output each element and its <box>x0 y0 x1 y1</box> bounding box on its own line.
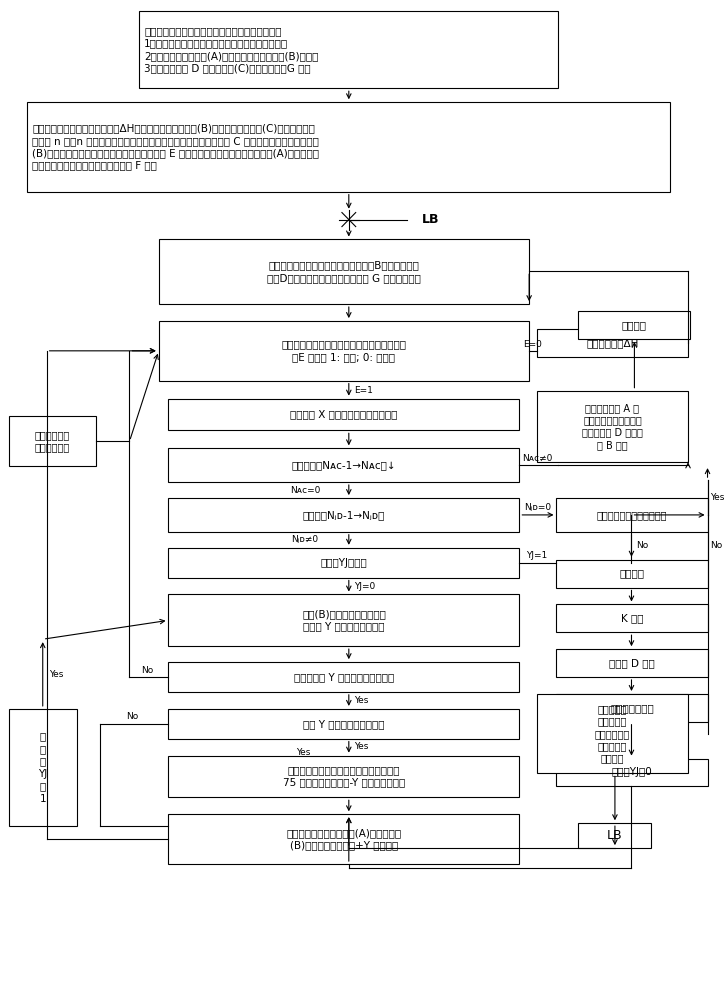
Bar <box>168 814 519 864</box>
Bar <box>578 311 690 339</box>
Text: 放置开槽边条，调整砂轮片位置ΔH，闭合开槽机构内压板(B)，启动旋转砂轮片(C)，使角磨机往
复运动 n 次（n 由设置确定）。测试开槽效果。满意后，按动控制键: 放置开槽边条，调整砂轮片位置ΔH，闭合开槽机构内压板(B)，启动旋转砂轮片(C)… <box>32 123 319 171</box>
Text: Yes: Yes <box>354 742 368 751</box>
Text: 角磨机沿 X 向往复位移进行一次开槽: 角磨机沿 X 向往复位移进行一次开槽 <box>290 409 397 419</box>
Text: Nⱼᴅ≠0: Nⱼᴅ≠0 <box>291 535 319 544</box>
Text: No: No <box>126 712 138 721</box>
Bar <box>556 759 708 786</box>
Bar <box>159 239 529 304</box>
Text: Yes: Yes <box>354 696 368 705</box>
Text: Nⱼᴅ=0: Nⱼᴅ=0 <box>524 503 552 512</box>
Bar <box>556 694 708 722</box>
Text: 最大 Y 行程位置是否是节点: 最大 Y 行程位置是否是节点 <box>303 719 384 729</box>
Bar <box>556 498 708 532</box>
Bar <box>9 709 77 826</box>
Text: 拖料小车已达
到节点位置。: 拖料小车已达 到节点位置。 <box>35 430 70 453</box>
Bar <box>537 329 688 357</box>
Text: E=0: E=0 <box>523 340 542 349</box>
Bar <box>168 662 519 692</box>
Text: Yes: Yes <box>711 493 725 502</box>
Text: Nᴀᴄ≠0: Nᴀᴄ≠0 <box>522 454 552 463</box>
Bar <box>168 498 519 532</box>
Bar <box>9 416 96 466</box>
Text: No: No <box>636 541 649 550</box>
Text: 拖料小车复位后，夹料板(A)闭合，压板
(B)打开，拖料小车沿+Y 方向移动: 拖料小车复位后，夹料板(A)闭合，压板 (B)打开，拖料小车沿+Y 方向移动 <box>286 828 402 850</box>
Text: K 常开: K 常开 <box>621 613 644 623</box>
Text: 开槽次数（Nᴀᴄ-1→Nᴀᴄ）↓: 开槽次数（Nᴀᴄ-1→Nᴀᴄ）↓ <box>292 460 396 470</box>
Text: 拖料小车夹板释放，开槽机构内边条压板
75 闭合，拖料小车沿-Y 方向返回复位点: 拖料小车夹板释放，开槽机构内边条压板 75 闭合，拖料小车沿-Y 方向返回复位点 <box>282 765 405 788</box>
Bar <box>168 399 519 430</box>
Text: 拖料小车沿 Y 向是否移动到最大行: 拖料小车沿 Y 向是否移动到最大行 <box>294 672 394 682</box>
Bar <box>168 548 519 578</box>
Text: 砂轮片停止运转: 砂轮片停止运转 <box>610 703 654 713</box>
Text: 工作灯 D 闪烁: 工作灯 D 闪烁 <box>609 658 655 668</box>
Text: No: No <box>711 541 723 550</box>
Bar <box>556 649 708 677</box>
Text: 执行标记: 执行标记 <box>620 569 644 579</box>
Text: Nᴀᴄ=0: Nᴀᴄ=0 <box>290 486 320 495</box>
Text: 开槽折弯设备开启，计算机进入软件界面初始化：
1、导入开槽文件，生成开槽节点，设置开槽参数。
2、托料小车的夹料板(A)打开，开槽机构内压板(B)打开。
3、开: 开槽折弯设备开启，计算机进入软件界面初始化： 1、导入开槽文件，生成开槽节点，设… <box>144 26 318 73</box>
Text: 拖料小车夹板 A 打
开，砂轮片转动停止，
开槽工作灯 D 灭，压
板 B 打开: 拖料小车夹板 A 打 开，砂轮片转动停止， 开槽工作灯 D 灭，压 板 B 打开 <box>582 403 643 450</box>
Text: 砂轮片是否在开槽深度（砂轮片损耗）位置？
（E 的状态 1: 正常; 0: 调整）: 砂轮片是否在开槽深度（砂轮片损耗）位置？ （E 的状态 1: 正常; 0: 调整… <box>282 340 406 362</box>
Text: 特征码YJ清0: 特征码YJ清0 <box>612 767 652 777</box>
Bar <box>537 391 688 462</box>
Text: YJ=1: YJ=1 <box>526 551 547 560</box>
Bar <box>27 102 670 192</box>
Text: Yes: Yes <box>296 748 310 757</box>
Bar <box>168 709 519 739</box>
Text: LB: LB <box>422 213 440 226</box>
Bar <box>578 823 651 848</box>
Bar <box>556 560 708 588</box>
Text: 特征码YJ的状态: 特征码YJ的状态 <box>320 558 368 568</box>
Bar <box>168 594 519 646</box>
Text: Yes: Yes <box>50 670 64 679</box>
Text: LB: LB <box>606 829 622 842</box>
Bar <box>139 11 558 88</box>
Text: 节点数（Nⱼᴅ-1→Nⱼᴅ）: 节点数（Nⱼᴅ-1→Nⱼᴅ） <box>303 510 385 520</box>
Text: 工作结束: 工作结束 <box>622 320 646 330</box>
Text: E=1: E=1 <box>354 386 373 395</box>
Bar <box>159 321 529 381</box>
Text: 特
征
码
YJ
量
1: 特 征 码 YJ 量 1 <box>38 732 47 804</box>
Bar <box>168 448 519 482</box>
Text: 设置下一组
路径开槽参
数，进行下一
组闭合路径
节点开槽: 设置下一组 路径开槽参 数，进行下一 组闭合路径 节点开槽 <box>595 704 630 763</box>
Text: 砂轮片向下降ΔH: 砂轮片向下降ΔH <box>586 338 638 348</box>
Text: 组合字段节点开槽是否完成: 组合字段节点开槽是否完成 <box>597 510 668 520</box>
Bar <box>556 604 708 632</box>
Text: YJ=0: YJ=0 <box>354 582 375 591</box>
Text: 自动执行开始：闭合开槽机构内压板（B），开槽工作
灯（D）亮，移动砂轮片到初始位置 G 灯亮，砂轮片: 自动执行开始：闭合开槽机构内压板（B），开槽工作 灯（D）亮，移动砂轮片到初始位… <box>267 261 421 283</box>
Bar <box>168 756 519 797</box>
Bar <box>537 694 688 773</box>
Text: 压板(B)打开，拖料小车夹紧
边条沿 Y 向下一个节点移动: 压板(B)打开，拖料小车夹紧 边条沿 Y 向下一个节点移动 <box>302 609 386 632</box>
Text: No: No <box>141 666 153 675</box>
